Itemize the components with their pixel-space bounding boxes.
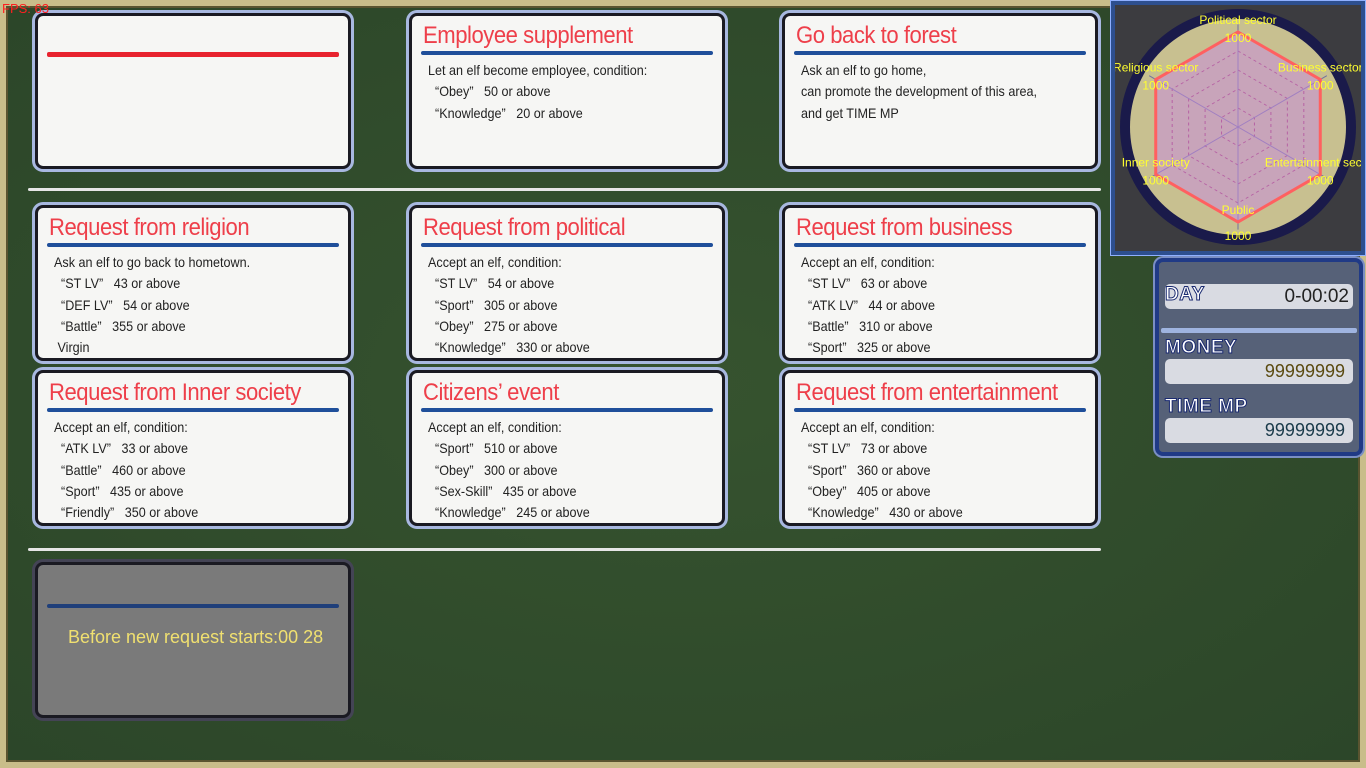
money-value: 99999999 <box>1165 359 1353 384</box>
radar-axis-value: 1000 <box>1307 79 1334 93</box>
radar-axis-label: Entertainment sector <box>1265 156 1361 170</box>
radar-axis-label: Inner society <box>1122 156 1190 170</box>
card-line: Ask an elf to go home, <box>801 62 927 78</box>
radar-axis-value: 1000 <box>1142 79 1169 93</box>
radar-axis-value: 1000 <box>1225 229 1252 243</box>
card-body: Accept an elf, condition: “ST LV” 63 or … <box>801 252 935 358</box>
card-line: “Knowledge” 430 or above <box>801 504 963 521</box>
money-label: MONEY <box>1164 337 1238 359</box>
day-box <box>1165 284 1353 309</box>
card-body: Ask an elf to go back to hometown. “ST L… <box>54 252 250 358</box>
radar-axis-label: Public <box>1222 203 1255 217</box>
card-title: Request from Inner society <box>49 379 301 406</box>
day-value: 0-00:02 <box>1284 286 1349 307</box>
card-title: Request from political <box>423 214 626 241</box>
card-title: Request from entertainment <box>796 379 1058 406</box>
card-line: “Sex-Skill” 435 or above <box>428 482 577 499</box>
timer-text: Before new request starts:00 28 <box>68 627 324 647</box>
card-rule <box>421 243 713 247</box>
card-body: Let an elf become employee, condition: “… <box>428 60 647 124</box>
card-body: Accept an elf, condition: “ATK LV” 33 or… <box>54 417 198 523</box>
card-rule <box>421 51 713 55</box>
card-rule <box>47 243 339 247</box>
timemp-label: TIME MP <box>1165 396 1248 418</box>
card-request-business[interactable]: Request from business Accept an elf, cond… <box>782 205 1098 361</box>
card-line: Ask an elf to go back to hometown. <box>54 254 251 270</box>
card-line: “Battle” 355 or above <box>54 317 186 334</box>
card-line: “DEF LV” 54 or above <box>54 296 190 313</box>
card-title: Request from business <box>796 214 1013 241</box>
card-citizens-event[interactable]: Citizens’ event Accept an elf, condition:… <box>409 370 725 526</box>
card-line: “Friendly” 350 or above <box>54 504 199 521</box>
card-line: “Knowledge” 20 or above <box>428 104 583 121</box>
card-line: “Sport” 305 or above <box>428 296 558 313</box>
card-line: “ST LV” 63 or above <box>801 275 928 292</box>
radar-axis-label: Business sector <box>1278 61 1361 75</box>
card-rule <box>47 52 339 57</box>
card-request-inner-society[interactable]: Request from Inner society Accept an elf,… <box>35 370 351 526</box>
card-body: Accept an elf, condition: “ST LV” 54 or … <box>428 252 590 358</box>
card-line: and get TIME MP <box>801 104 899 121</box>
sector-radar-chart: Political sector 1000 Business sector 1000 E… <box>1110 0 1366 256</box>
card-line: “ST LV” 54 or above <box>428 275 555 292</box>
radar-axis-value: 1000 <box>1225 31 1252 45</box>
card-line: Let an elf become employee, condition: <box>428 62 648 78</box>
card-line: “Obey” 275 or above <box>428 317 558 334</box>
timer-rule <box>47 604 339 608</box>
card-empty-request[interactable] <box>35 13 351 169</box>
card-line: “Sport” 510 or above <box>428 440 558 457</box>
card-request-political[interactable]: Request from political Accept an elf, con… <box>409 205 725 361</box>
card-line: “Sport” 360 or above <box>801 461 931 478</box>
card-line: “Sport” 435 or above <box>54 482 184 499</box>
card-title: Request from religion <box>49 214 250 241</box>
stats-divider <box>1161 328 1357 333</box>
card-body: Accept an elf, condition: “ST LV” 73 or … <box>801 417 963 523</box>
card-line: “Sport” 325 or above <box>801 339 931 356</box>
divider <box>28 188 1101 191</box>
card-rule <box>794 408 1086 412</box>
card-rule <box>421 408 713 412</box>
card-line: “Knowledge” 245 or above <box>428 504 590 521</box>
card-line: Accept an elf, condition: <box>428 419 562 435</box>
card-line: “Obey” 405 or above <box>801 482 931 499</box>
card-line: “Battle” 460 or above <box>54 461 186 478</box>
card-rule <box>794 51 1086 55</box>
card-line: “Obey” 50 or above <box>428 83 551 100</box>
day-label: DAY <box>1165 284 1205 306</box>
timemp-value: 99999999 <box>1165 418 1353 443</box>
card-request-entertainment[interactable]: Request from entertainment Accept an elf,… <box>782 370 1098 526</box>
card-line: can promote the development of this area… <box>801 83 1038 100</box>
card-line: “Battle” 310 or above <box>801 317 933 334</box>
card-rule <box>47 408 339 412</box>
card-title: Citizens’ event <box>423 379 559 406</box>
card-request-religion[interactable]: Request from religion Ask an elf to go ba… <box>35 205 351 361</box>
card-line: “ATK LV” 44 or above <box>801 296 936 313</box>
card-employee-supplement[interactable]: Employee supplement Let an elf become emp… <box>409 13 725 169</box>
card-line: “ST LV” 73 or above <box>801 440 928 457</box>
card-go-back-to-forest[interactable]: Go back to forest Ask an elf to go home, c… <box>782 13 1098 169</box>
radar-axis-label: Political sector <box>1199 13 1276 27</box>
card-title: Go back to forest <box>796 22 957 49</box>
radar-axis-label: Religious sector <box>1115 61 1198 75</box>
card-body: Ask an elf to go home, can promote the de… <box>801 60 1037 124</box>
stats-panel: DAY 0-00:02 MONEY 99999999 TIME MP 99999… <box>1155 258 1363 456</box>
card-title: Employee supplement <box>423 22 633 49</box>
card-line: “Knowledge” 330 or above <box>428 339 590 356</box>
card-line: “ATK LV” 33 or above <box>54 440 189 457</box>
card-line: “ST LV” 43 or above <box>54 275 181 292</box>
card-line: Accept an elf, condition: <box>428 254 562 270</box>
card-line: Accept an elf, condition: <box>801 419 935 435</box>
request-timer-panel: Before new request starts:00 28 <box>35 562 351 718</box>
card-line: Accept an elf, condition: <box>801 254 935 270</box>
radar-value-polygon <box>1154 30 1322 224</box>
divider <box>28 548 1101 551</box>
radar-axis-value: 1000 <box>1307 174 1334 188</box>
radar-axis-value: 1000 <box>1142 174 1169 188</box>
card-line: Virgin <box>54 339 90 356</box>
card-body: Accept an elf, condition: “Sport” 510 or… <box>428 417 590 523</box>
card-rule <box>794 243 1086 247</box>
card-line: “Obey” 300 or above <box>428 461 558 478</box>
fps-counter: FPS: 63 <box>2 1 49 16</box>
card-line: Accept an elf, condition: <box>54 419 188 435</box>
